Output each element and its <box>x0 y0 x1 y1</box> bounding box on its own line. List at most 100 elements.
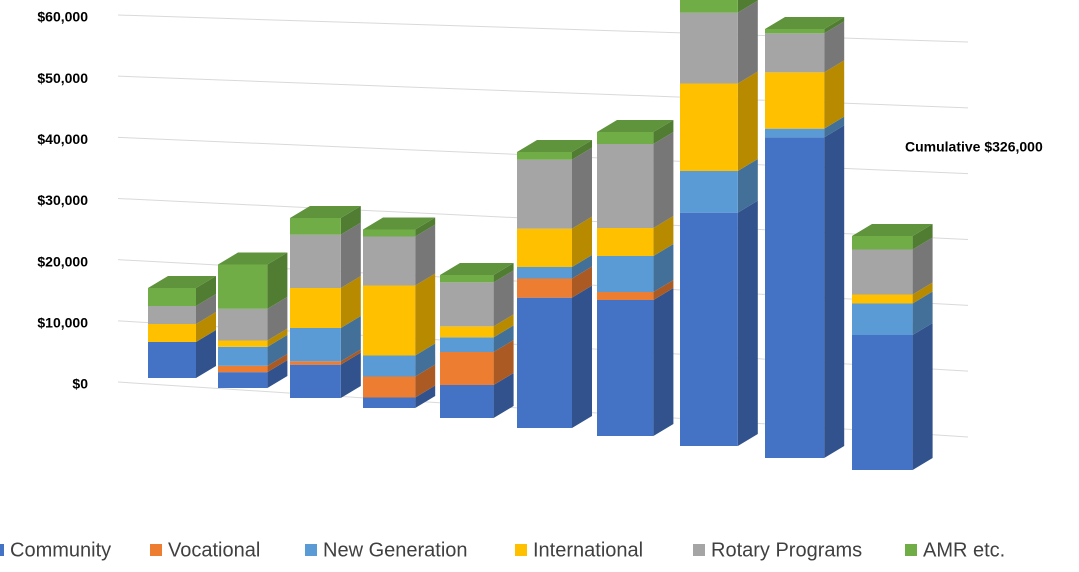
bar-side <box>267 353 288 373</box>
bar-side <box>653 288 674 436</box>
bar-side <box>737 159 758 213</box>
bar-side <box>572 216 592 267</box>
bar <box>363 236 416 286</box>
bar <box>290 328 341 362</box>
bar-side <box>653 280 674 300</box>
bar <box>290 288 341 328</box>
bar-side <box>196 294 216 324</box>
bar-side <box>912 282 933 304</box>
bar <box>440 337 494 352</box>
bar-side <box>340 352 361 398</box>
bar-top <box>363 217 436 230</box>
bar <box>363 229 416 237</box>
bar <box>597 144 654 228</box>
bar-side <box>653 244 674 292</box>
bar-top <box>517 140 592 152</box>
bar <box>680 83 738 171</box>
bar-side <box>267 252 288 309</box>
bar-side <box>824 116 845 138</box>
bar <box>148 306 196 324</box>
bar-side <box>415 343 436 377</box>
bar-side <box>653 120 674 144</box>
bar <box>852 303 913 335</box>
bar-top <box>765 17 845 29</box>
bar <box>597 300 654 436</box>
bar-side <box>737 71 758 171</box>
bar-side <box>196 312 216 342</box>
bar-side <box>267 296 288 341</box>
bar <box>363 376 416 398</box>
bar-side <box>572 285 592 428</box>
bar-side <box>572 266 592 298</box>
bar <box>440 385 494 418</box>
bar-side <box>340 206 361 235</box>
bar <box>517 267 572 279</box>
legend-swatch <box>693 544 705 556</box>
legend-swatch <box>150 544 162 556</box>
bar <box>290 234 341 288</box>
bar <box>680 12 738 84</box>
bar <box>290 218 341 235</box>
bar-side <box>493 314 514 338</box>
bar <box>440 282 494 327</box>
legend-label: International <box>533 539 643 561</box>
bar <box>218 372 268 388</box>
bar <box>218 308 268 341</box>
bar <box>148 324 196 342</box>
bar-side <box>340 316 361 362</box>
bar <box>517 278 572 298</box>
bar <box>517 152 572 160</box>
bar <box>290 361 341 365</box>
bar <box>765 33 825 73</box>
y-tick-label: $60,000 <box>37 9 88 25</box>
bar <box>363 355 416 377</box>
bar <box>517 297 572 428</box>
bar <box>765 72 825 129</box>
bar <box>517 159 572 229</box>
bar-side <box>824 125 845 458</box>
bar <box>148 288 196 306</box>
bar <box>218 365 268 373</box>
bar-side <box>267 360 288 388</box>
bar-side <box>267 328 288 347</box>
y-tick-label: $50,000 <box>37 70 88 86</box>
bar <box>765 137 825 459</box>
legend-label: Community <box>10 539 111 561</box>
bar <box>597 292 654 300</box>
bar <box>148 342 196 378</box>
bar-side <box>653 132 674 228</box>
bar <box>440 326 494 338</box>
bar-side <box>653 216 674 256</box>
bar-side <box>824 21 845 73</box>
bar <box>440 275 494 283</box>
bar-side <box>912 323 933 470</box>
bar <box>680 0 738 13</box>
bar-side <box>415 224 436 286</box>
bar-side <box>493 373 514 418</box>
legend-label: Vocational <box>168 539 260 561</box>
bar <box>597 132 654 144</box>
bar <box>852 294 913 304</box>
y-tick-label: $30,000 <box>37 192 88 208</box>
bar-side <box>824 60 845 129</box>
bar <box>680 212 738 446</box>
bar-top <box>440 263 514 275</box>
legend-label: AMR etc. <box>923 539 1005 561</box>
bar <box>218 346 268 366</box>
bar-side <box>415 217 436 237</box>
bar-side <box>415 364 436 398</box>
bar <box>852 249 913 295</box>
bar-side <box>572 140 592 160</box>
bar-side <box>267 334 288 366</box>
bar <box>218 340 268 347</box>
bar-side <box>493 263 514 283</box>
bar <box>218 264 268 309</box>
bar-side <box>737 0 758 13</box>
legend-label: Rotary Programs <box>711 539 862 561</box>
legend-swatch <box>515 544 527 556</box>
y-tick-label: $20,000 <box>37 253 88 269</box>
bar-side <box>737 0 758 84</box>
legend-swatch <box>0 544 4 556</box>
bar-side <box>912 291 933 335</box>
bar-side <box>493 340 514 385</box>
